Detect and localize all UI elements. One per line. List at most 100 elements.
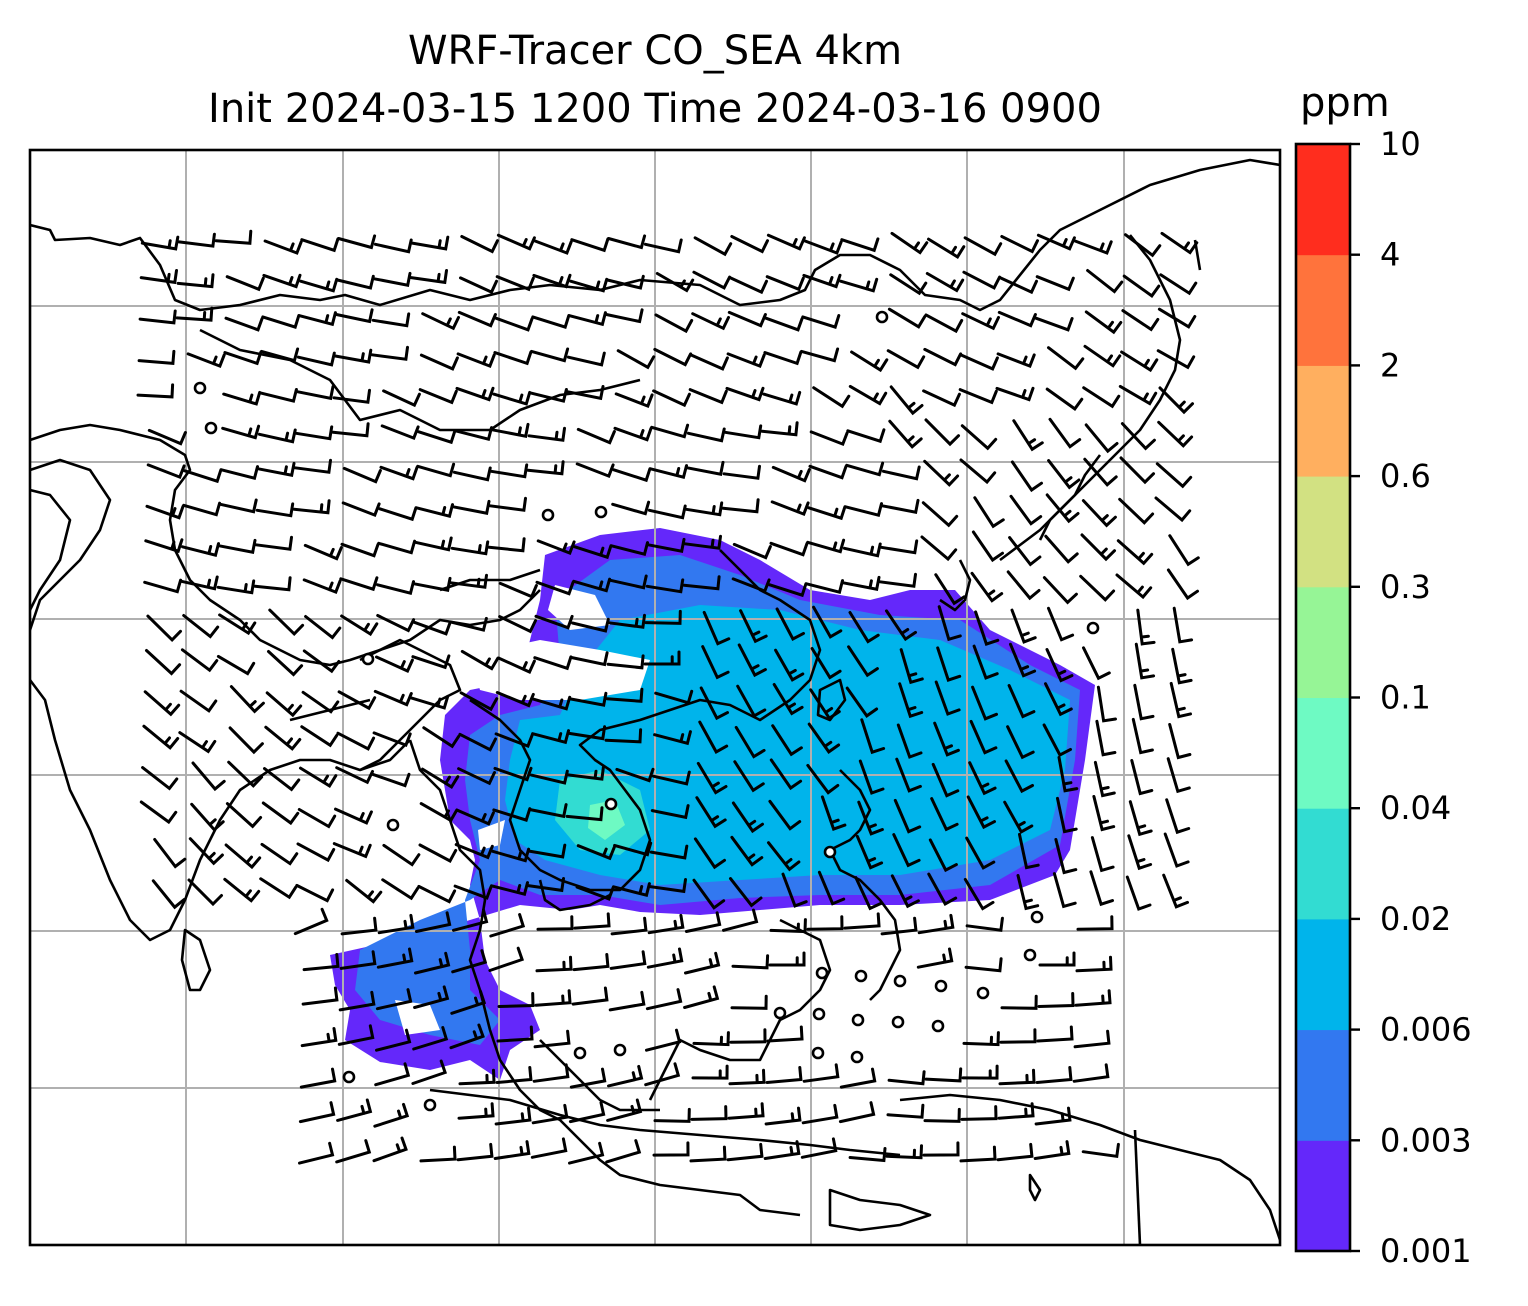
wind-barb: [1157, 420, 1194, 448]
wind-barb: [963, 236, 1003, 257]
wind-barb: [575, 462, 615, 479]
wind-barb: [920, 535, 958, 562]
colorbar-segment: [1296, 476, 1350, 588]
wind-barb: [691, 312, 730, 331]
wind-barb: [764, 1106, 802, 1126]
wind-barb: [1003, 800, 1034, 834]
wind-barb: [860, 718, 886, 755]
wind-barb: [175, 306, 214, 322]
wind-barb: [297, 808, 337, 829]
wind-barb: [1076, 915, 1114, 931]
wind-barb: [332, 842, 372, 859]
wind-barb: [460, 649, 500, 671]
wind-barb: [802, 273, 842, 289]
wind-barb: [1169, 681, 1192, 719]
wind-barb: [768, 582, 808, 598]
wind-barb: [684, 911, 722, 933]
wind-barb: [176, 273, 215, 289]
wind-barb: [1092, 795, 1116, 832]
wind-barb: [959, 1145, 997, 1163]
wind-barb: [722, 464, 761, 480]
wind-barb: [141, 766, 179, 791]
wind-barb: [1034, 316, 1074, 332]
wind-barb: [533, 1029, 571, 1049]
wind-barb: [933, 721, 960, 757]
colorbar-tick-label: 0.1: [1380, 679, 1431, 717]
wind-barb: [573, 544, 613, 560]
wind-barb: [1037, 992, 1075, 1008]
wind-barb: [880, 916, 918, 936]
wind-barb: [1168, 723, 1192, 760]
wind-barb: [334, 807, 373, 825]
wind-barb: [650, 423, 690, 439]
wind-barb: [771, 724, 803, 757]
colorbar-tick-label: 0.003: [1380, 1121, 1472, 1159]
wind-barbs: [136, 229, 1200, 1165]
wind-barb: [451, 949, 488, 974]
wind-barb: [654, 313, 694, 334]
wind-barb: [964, 957, 1003, 973]
wind-barb: [801, 314, 841, 329]
wind-barb: [456, 352, 496, 369]
wind-barb: [1036, 1025, 1074, 1043]
wind-barb: [496, 1025, 534, 1043]
wind-barb: [925, 272, 965, 293]
wind-barb: [342, 466, 382, 484]
wind-barb: [927, 237, 966, 259]
calm-wind-marker: [931, 1019, 945, 1033]
wind-barb: [769, 758, 803, 791]
wind-barb: [643, 238, 683, 254]
wind-barb: [899, 648, 924, 685]
wind-barb: [565, 385, 605, 401]
wind-barb: [304, 615, 342, 640]
wind-barb: [1035, 1066, 1073, 1084]
wind-barb: [371, 772, 411, 788]
wind-barb: [886, 1103, 925, 1119]
wind-barb: [257, 428, 297, 444]
wind-barb: [1007, 684, 1036, 719]
wind-barb: [333, 348, 373, 364]
wind-barb: [1125, 875, 1152, 911]
calm-wind-marker: [811, 1046, 825, 1060]
wind-barb: [1121, 309, 1160, 332]
wind-barb: [565, 806, 604, 822]
wind-barb: [880, 498, 920, 514]
wind-barb: [569, 651, 609, 667]
wind-barb: [449, 573, 488, 589]
wind-barb: [302, 649, 341, 674]
wind-barb: [300, 237, 340, 253]
wind-barb: [337, 234, 377, 250]
calm-wind-marker: [851, 1013, 865, 1027]
wind-barb: [497, 992, 535, 1008]
wind-barb: [699, 686, 729, 721]
wind-barb: [417, 429, 457, 445]
wind-barb: [1009, 642, 1037, 678]
calm-wind-marker: [342, 1070, 356, 1084]
wind-barb: [965, 916, 1004, 932]
wind-barb: [843, 912, 881, 930]
wind-barb: [693, 837, 726, 870]
wind-barb: [336, 1098, 373, 1122]
wind-barb: [1082, 386, 1121, 409]
wind-barb: [879, 539, 919, 555]
wind-barb: [532, 1063, 570, 1083]
wind-barb: [645, 988, 683, 1011]
wind-barb: [649, 844, 689, 860]
wind-barb: [177, 232, 216, 248]
wind-barb: [335, 766, 374, 785]
wind-barb: [604, 728, 643, 744]
wind-barb: [1082, 646, 1111, 681]
wind-barb: [191, 761, 226, 792]
wind-barb: [614, 392, 654, 409]
wind-barb: [299, 277, 339, 293]
wind-barb: [298, 1141, 335, 1165]
wind-barb: [889, 385, 924, 416]
wind-barb: [377, 539, 417, 555]
wind-barb: [733, 760, 765, 793]
wind-barb: [855, 834, 884, 870]
wind-barb: [1118, 384, 1158, 406]
calm-wind-marker: [976, 986, 990, 1000]
wind-barb: [376, 614, 416, 633]
calm-wind-marker: [773, 1006, 787, 1020]
wind-barb: [529, 769, 569, 785]
